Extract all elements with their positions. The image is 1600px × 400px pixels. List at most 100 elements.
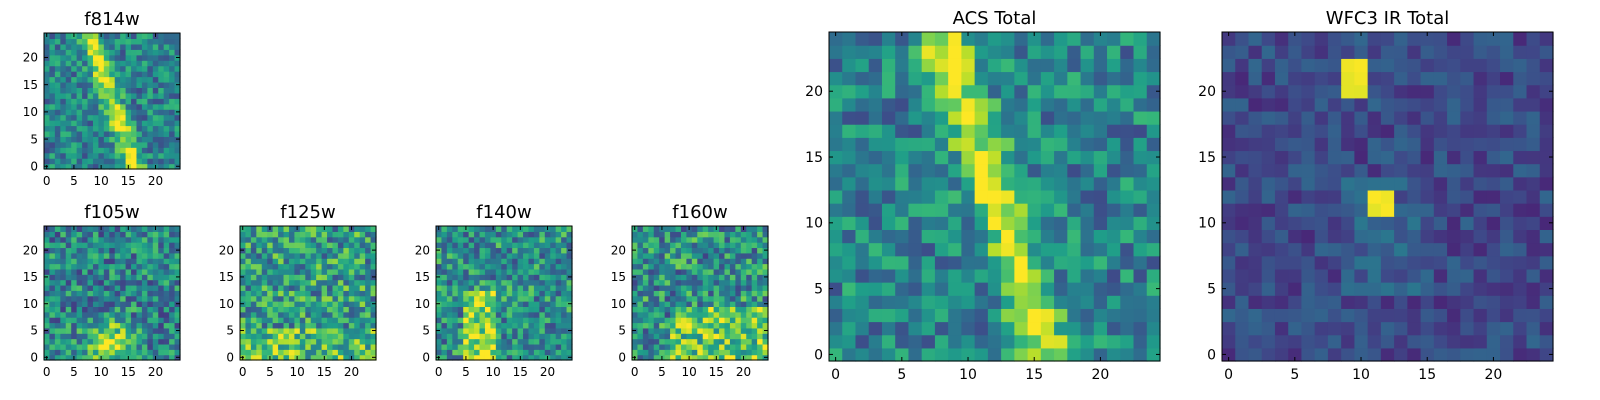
heatmap-cell: [283, 349, 290, 356]
heatmap-cell: [152, 242, 159, 249]
heatmap-cell: [245, 349, 252, 356]
heatmap-cell: [316, 274, 323, 281]
heatmap-cell: [245, 226, 252, 232]
heatmap-cell: [746, 252, 753, 259]
heatmap-cell: [158, 242, 165, 249]
heatmap-cell: [348, 322, 355, 329]
heatmap-cell: [354, 268, 361, 275]
y-tick-label: 10: [23, 297, 38, 311]
heatmap-cell: [288, 247, 295, 254]
heatmap-cell: [735, 242, 742, 249]
heatmap-cell: [1222, 110, 1236, 125]
heatmap-cell: [240, 338, 247, 345]
heatmap-cell: [343, 333, 350, 340]
heatmap-cell: [1093, 189, 1108, 204]
heatmap-cell: [348, 317, 355, 324]
heatmap-cell: [1107, 150, 1121, 165]
heatmap-cell: [136, 247, 143, 254]
heatmap-cell: [1027, 308, 1042, 323]
heatmap-cell: [961, 203, 976, 217]
heatmap-cell: [1040, 32, 1055, 46]
heatmap-cell: [1367, 97, 1382, 112]
heatmap-cell: [354, 284, 361, 291]
heatmap-cell: [250, 284, 257, 291]
heatmap-cell: [446, 263, 453, 270]
heatmap-cell: [337, 354, 344, 361]
heatmap-cell: [762, 284, 769, 291]
heatmap-cell: [1486, 150, 1501, 165]
heatmap-cell: [71, 81, 78, 88]
heatmap-cell: [751, 284, 758, 291]
heatmap-cell: [829, 150, 843, 165]
heatmap-cell: [163, 33, 170, 40]
heatmap-cell: [294, 343, 301, 350]
heatmap-cell: [283, 343, 290, 350]
heatmap-cell: [495, 279, 502, 286]
heatmap-cell: [1027, 282, 1042, 296]
heatmap-cell: [310, 247, 317, 254]
heatmap-cell: [1133, 268, 1148, 283]
heatmap-cell: [441, 317, 448, 324]
heatmap-cell: [446, 226, 453, 232]
heatmap-cell: [92, 295, 99, 302]
heatmap-cell: [1486, 84, 1501, 99]
heatmap-cell: [1380, 229, 1395, 244]
heatmap-cell: [60, 81, 67, 88]
heatmap-cell: [686, 268, 693, 275]
heatmap-cell: [1080, 242, 1095, 257]
heatmap-cell: [474, 258, 481, 265]
heatmap-cell: [1093, 176, 1108, 191]
heatmap-cell: [664, 252, 671, 259]
heatmap-cell: [267, 236, 274, 243]
heatmap-cell: [54, 263, 61, 270]
heatmap-cell: [713, 252, 720, 259]
heatmap-cell: [141, 65, 148, 72]
heatmap-cell: [868, 216, 883, 230]
heatmap-cell: [305, 349, 312, 356]
heatmap-cell: [131, 103, 138, 110]
heatmap-cell: [174, 258, 181, 265]
heatmap-cell: [92, 109, 99, 116]
heatmap-cell: [158, 290, 165, 297]
heatmap-cell: [1420, 110, 1435, 125]
heatmap-cell: [829, 71, 843, 86]
heatmap-cell: [686, 258, 693, 265]
heatmap-cell: [691, 263, 698, 270]
heatmap-cell: [332, 333, 339, 340]
heatmap-cell: [1054, 150, 1068, 165]
y-tick-label: 15: [611, 270, 626, 284]
heatmap-cell: [751, 252, 758, 259]
heatmap-cell: [163, 76, 170, 83]
heatmap-cell: [1054, 189, 1068, 204]
heatmap-cell: [632, 343, 639, 350]
heatmap-cell: [735, 306, 742, 313]
heatmap-cell: [735, 317, 742, 324]
heatmap-cell: [1420, 334, 1435, 349]
heatmap-cell: [103, 322, 110, 329]
heatmap-cell: [321, 311, 328, 318]
heatmap-cell: [1500, 334, 1514, 349]
heatmap-cell: [1460, 229, 1475, 244]
heatmap-cell: [1067, 163, 1082, 178]
heatmap-cell: [136, 295, 143, 302]
heatmap-cell: [740, 284, 747, 291]
heatmap-cell: [136, 236, 143, 243]
heatmap-cell: [490, 252, 497, 259]
heatmap-cell: [348, 236, 355, 243]
heatmap-cell: [125, 301, 132, 307]
heatmap-cell: [103, 252, 110, 259]
heatmap-cell: [1288, 97, 1303, 112]
heatmap-cell: [452, 263, 459, 270]
heatmap-cell: [163, 125, 170, 132]
heatmap-cell: [484, 338, 491, 345]
heatmap-cell: [490, 279, 497, 286]
heatmap-cell: [523, 284, 530, 291]
heatmap-cell: [261, 279, 268, 286]
heatmap-cell: [724, 226, 731, 232]
heatmap-cell: [125, 311, 132, 318]
x-tick-label: 5: [70, 174, 78, 188]
heatmap-cell: [125, 136, 132, 143]
heatmap-cell: [370, 268, 377, 275]
heatmap-cell: [539, 226, 546, 232]
heatmap-cell: [1093, 242, 1108, 257]
